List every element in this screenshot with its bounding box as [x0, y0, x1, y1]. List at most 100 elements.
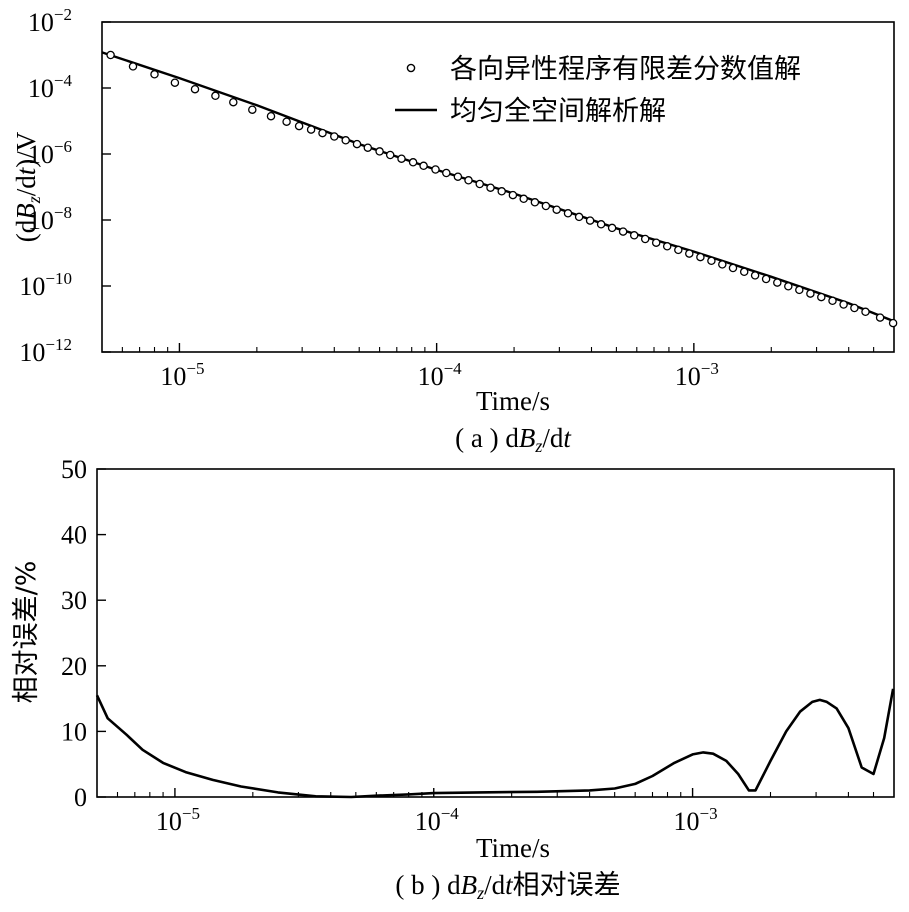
panel-a-data-point — [453, 172, 463, 181]
panel-a-y-tick-label: 10−10 — [19, 269, 72, 301]
panel-b-y-tick-label: 0 — [74, 783, 87, 812]
panel-a-data-point — [486, 183, 495, 192]
panel-a-data-point — [318, 128, 327, 138]
panel-a-data-point — [662, 242, 672, 251]
panel-a-data-point — [211, 91, 220, 101]
panel-a-y-tick-label: 10−12 — [19, 335, 72, 367]
panel-a-data-point — [784, 282, 793, 291]
panel-a-data-point — [419, 161, 428, 171]
panel-a-data-point — [248, 105, 257, 114]
panel-a-data-point — [696, 252, 705, 262]
panel-a-data-point — [106, 50, 115, 60]
panel-a-data-point — [839, 300, 848, 309]
panel-a-data-point — [574, 212, 584, 222]
panel-a-x-axis-title: Time/s — [476, 386, 550, 416]
panel-a-data-point — [795, 285, 804, 295]
panel-a-data-point — [739, 267, 749, 277]
panel-a-data-point — [508, 190, 518, 200]
panel-a-data-point — [773, 278, 782, 287]
panel-a-data-point — [850, 303, 859, 313]
panel-a-data-point — [150, 70, 159, 79]
panel-a-data-point — [607, 223, 617, 233]
panel-a-data-point — [530, 198, 540, 207]
panel-a-data-point — [750, 271, 760, 280]
panel-a-data-point — [385, 150, 395, 160]
panel-a-data-point — [464, 176, 473, 185]
legend-label-numeric: 各向异性程序有限差分数值解 — [450, 54, 801, 85]
panel-a-y-tick-label: 10−8 — [28, 203, 72, 235]
panel-a-data-point — [718, 260, 727, 269]
legend-marker-numeric — [406, 63, 416, 73]
panel-a-data-point — [707, 256, 716, 266]
panel-a-data-point — [861, 307, 870, 317]
panel-b-x-ticks: 10−5 10−4 10−3 — [116, 788, 875, 836]
panel-a-data-point — [497, 187, 506, 196]
panel-a: 10−5 10−4 10−3 10−210−410−610−810−1010−12 … — [11, 5, 898, 456]
panel-a-data-point — [294, 121, 304, 131]
panel-a-data-point — [352, 139, 362, 149]
panel-a-data-point — [170, 78, 180, 87]
panel-b-y-tick-label: 10 — [61, 717, 87, 746]
panel-a-data-point — [629, 231, 639, 240]
panel-a-data-point — [397, 154, 406, 163]
panel-a-data-point — [817, 292, 826, 302]
panel-a-data-point — [828, 296, 837, 306]
panel-b-y-axis-title: 相对误差/% — [11, 561, 42, 704]
panel-a-data-point — [761, 274, 771, 284]
panel-a-data-point — [375, 147, 384, 156]
panel-a-y-tick-label: 10−6 — [28, 137, 72, 169]
panel-a-y-tick-label: 10−2 — [28, 5, 72, 37]
panel-a-x-tick-label: 10−5 — [160, 359, 204, 391]
panel-b-plot-frame — [96, 468, 895, 798]
panel-a-data-point — [128, 62, 138, 71]
panel-b-error-series — [95, 688, 895, 799]
panel-a-data-point — [875, 313, 885, 322]
panel-a-data-point — [596, 220, 606, 229]
panel-b-x-tick-label: 10−4 — [415, 804, 460, 836]
panel-a-data-point — [190, 84, 200, 94]
panel-a-data-point — [888, 318, 898, 328]
panel-a-data-point — [475, 179, 484, 189]
panel-a-data-point — [363, 143, 373, 152]
panel-a-plot-frame — [101, 21, 895, 353]
panel-b-y-tick-label: 20 — [61, 652, 87, 681]
panel-b-x-tick-label: 10−3 — [674, 804, 718, 836]
panel-a-caption: ( a ) dBz/dt — [455, 423, 572, 456]
panel-a-data-point — [306, 125, 316, 134]
panel-a-data-point — [674, 245, 683, 255]
panel-a-data-point — [618, 227, 628, 236]
panel-a-data-point — [408, 158, 418, 167]
panel-a-y-ticks: 10−2 10−4 10−6 10−8 10−10 10−12 — [19, 5, 111, 367]
panel-a-x-tick-label: 10−4 — [418, 359, 463, 391]
panel-a-legend: 各向异性程序有限差分数值解 均匀全空间解析解 — [395, 54, 801, 127]
panel-b-y-tick-label: 30 — [61, 586, 87, 615]
panel-a-x-ticks: 10−5 10−4 10−3 — [121, 343, 875, 391]
panel-a-data-point — [563, 209, 573, 218]
panel-b: 10−5 10−4 10−3 0 10 20 30 40 50 相对误差/% Time/s (… — [11, 455, 895, 903]
panel-b-x-axis-title: Time/s — [476, 833, 550, 863]
panel-a-y-axis-title: (dBz/dt)/V — [11, 131, 44, 242]
panel-a-x-tick-label: 10−3 — [675, 359, 719, 391]
panel-a-data-point — [640, 234, 650, 244]
panel-a-data-point — [651, 238, 661, 247]
panel-b-x-tick-label: 10−5 — [156, 804, 200, 836]
panel-a-data-point — [585, 216, 595, 225]
panel-a-data-point — [728, 263, 738, 273]
legend-label-analytic: 均匀全空间解析解 — [450, 96, 666, 127]
panel-a-data-point — [229, 97, 238, 107]
panel-a-data-point — [685, 249, 694, 258]
panel-b-caption: ( b ) dBz/dt相对误差 — [395, 870, 620, 903]
panel-a-data-point — [541, 201, 551, 211]
panel-a-data-point — [266, 111, 276, 121]
panel-a-y-tick-label: 10−4 — [28, 71, 73, 103]
panel-a-data-point — [330, 132, 339, 141]
panel-a-data-point — [431, 165, 440, 174]
panel-a-data-point — [806, 289, 815, 298]
panel-a-numeric-series — [106, 50, 898, 328]
panel-a-data-point — [442, 168, 451, 178]
panel-b-y-ticks: 0 10 20 30 40 50 — [61, 455, 106, 812]
panel-b-y-tick-label: 50 — [61, 455, 87, 484]
panel-a-data-point — [519, 194, 528, 204]
panel-a-data-point — [341, 136, 350, 145]
